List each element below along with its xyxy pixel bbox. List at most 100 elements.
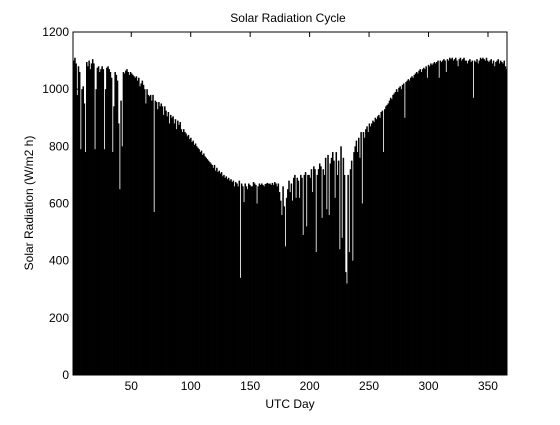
bar — [119, 189, 121, 375]
bar — [320, 166, 322, 375]
bar — [109, 72, 112, 375]
bar — [399, 86, 401, 376]
bar — [493, 66, 496, 376]
bar-series — [73, 57, 508, 376]
bar — [203, 153, 205, 375]
bar — [233, 186, 236, 375]
bar — [246, 189, 249, 375]
bar — [257, 186, 260, 375]
bar — [292, 177, 295, 375]
bar — [382, 152, 385, 375]
bar — [339, 249, 341, 375]
bar — [107, 66, 109, 376]
bar — [348, 252, 351, 375]
bar — [245, 186, 248, 375]
bar — [391, 99, 393, 376]
bar — [457, 66, 459, 376]
x-tick-label: 350 — [478, 379, 498, 393]
bar — [445, 72, 448, 375]
bar — [127, 72, 129, 375]
bar — [253, 183, 256, 375]
bar — [231, 182, 233, 376]
bar — [126, 69, 128, 376]
bar — [75, 63, 77, 375]
bar — [200, 150, 203, 375]
bar — [501, 62, 503, 376]
bar — [305, 226, 308, 375]
bar — [450, 59, 452, 376]
bar — [344, 272, 347, 375]
bar — [117, 123, 120, 375]
bar — [426, 77, 429, 375]
bar — [192, 140, 194, 375]
bar — [363, 137, 366, 375]
bar — [90, 63, 93, 375]
bar — [270, 184, 273, 375]
bar — [472, 97, 475, 375]
y-axis-label: Solar Radiation (W/m2 h) — [22, 136, 36, 271]
bar — [307, 174, 309, 375]
bar — [229, 180, 231, 375]
bar — [281, 214, 283, 375]
bar — [169, 114, 172, 375]
bar — [469, 59, 471, 376]
y-tick-label: 800 — [49, 139, 69, 153]
bar — [201, 154, 204, 375]
bar — [431, 64, 433, 375]
bar — [304, 172, 307, 375]
bar — [350, 160, 353, 375]
bar — [101, 66, 103, 376]
bar — [425, 66, 427, 376]
x-axis: 50 100 150 200 250 300 350 — [125, 32, 498, 393]
bar — [485, 57, 488, 375]
bar — [478, 60, 481, 375]
bar — [467, 60, 470, 375]
bar — [324, 157, 327, 375]
bar — [141, 80, 144, 375]
bar — [97, 66, 100, 376]
bar — [78, 72, 81, 375]
bar — [368, 123, 371, 375]
bar — [376, 116, 379, 376]
bar — [482, 57, 484, 375]
bar — [251, 186, 254, 375]
bar — [492, 60, 495, 375]
bar — [411, 76, 413, 375]
bar — [278, 192, 281, 375]
bar — [495, 62, 497, 376]
bar — [342, 157, 345, 375]
bar — [314, 169, 316, 375]
bar — [449, 57, 451, 375]
bar — [498, 63, 501, 375]
bar — [104, 89, 107, 376]
x-tick-label: 200 — [300, 379, 320, 393]
x-tick-label: 300 — [419, 379, 439, 393]
bar — [244, 183, 247, 375]
bar — [374, 117, 377, 375]
bar — [239, 277, 242, 375]
bar — [268, 184, 270, 375]
x-axis-label: UTC Day — [265, 397, 314, 411]
bar — [103, 149, 106, 375]
bar — [164, 106, 166, 375]
bar — [372, 120, 374, 375]
bar — [329, 163, 332, 375]
bar — [88, 60, 90, 375]
bar — [207, 160, 210, 375]
bar — [290, 183, 293, 375]
bar — [477, 63, 479, 375]
bar — [346, 283, 348, 375]
bar — [413, 74, 416, 375]
bar — [252, 182, 255, 376]
bar — [146, 89, 148, 376]
bar — [73, 60, 75, 375]
bar — [243, 202, 245, 375]
bar — [240, 183, 243, 375]
bar — [94, 149, 96, 375]
bar — [381, 110, 384, 375]
bar — [322, 169, 325, 375]
bar — [484, 60, 487, 375]
bar — [264, 184, 267, 375]
bar — [433, 62, 436, 376]
bar — [315, 252, 317, 375]
